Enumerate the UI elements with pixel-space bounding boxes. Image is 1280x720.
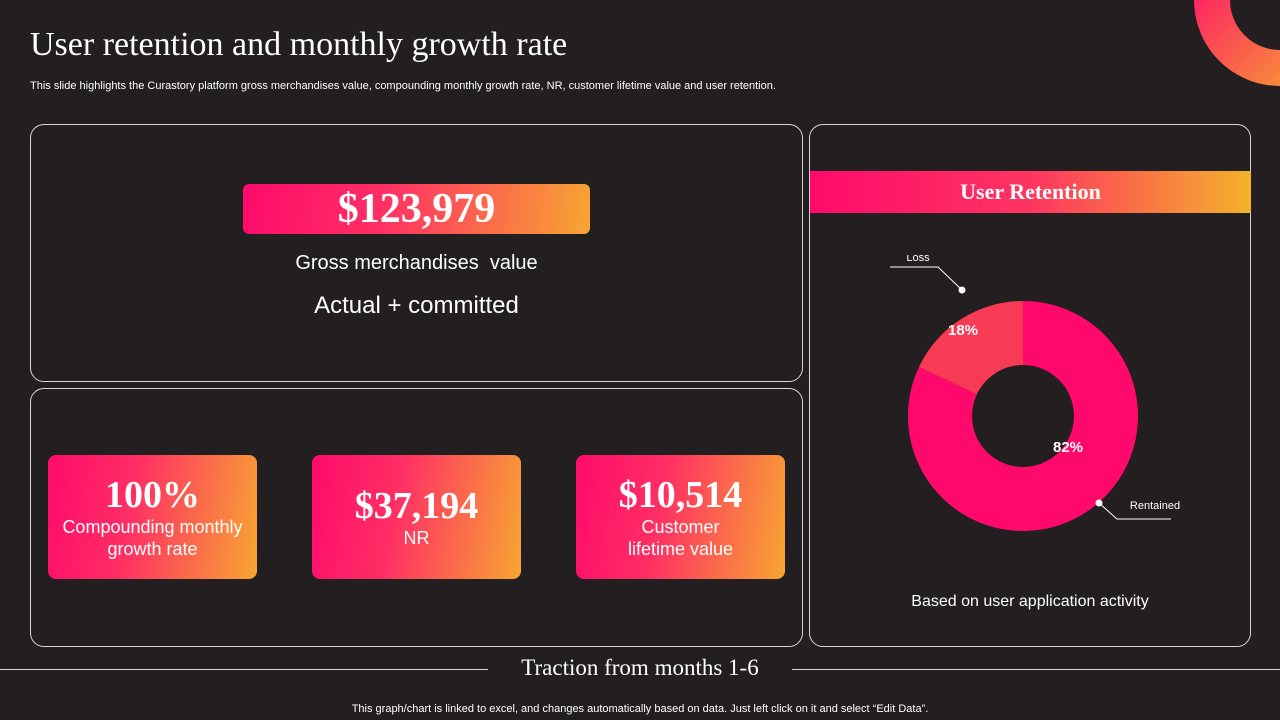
metric-value: $37,194 <box>354 485 479 527</box>
metric-value: 100% <box>105 474 200 516</box>
metric-label: Customer <box>641 517 720 537</box>
donut-category-label: Loss <box>906 255 930 264</box>
decorative-corner-arc <box>1194 0 1280 86</box>
gmv-label: Gross merchandises value <box>295 252 538 274</box>
metrics-panel: 100% Compounding monthly growth rate $37… <box>30 388 803 647</box>
leader-line <box>890 266 963 291</box>
donut-data-label: 18% <box>948 322 978 339</box>
gmv-value-banner: $123,979 <box>243 184 590 234</box>
page-title: User retention and monthly growth rate <box>30 26 568 63</box>
leader-dot <box>958 286 966 294</box>
retention-panel: User Retention 18% 82% Loss Rentained Based… <box>809 124 1251 647</box>
leader-dot <box>1095 499 1103 507</box>
retention-donut-chart: 18% 82% Loss Rentained <box>890 255 1180 531</box>
metric-value: $10,514 <box>618 474 743 516</box>
donut-category-label: Rentained <box>1130 500 1180 512</box>
donut-slice-loss[interactable] <box>918 301 1023 395</box>
page-subtitle: This slide highlights the Curastory plat… <box>30 80 776 92</box>
donut-data-label: 82% <box>1053 439 1083 456</box>
metric-label: growth rate <box>107 539 198 559</box>
traction-title: Traction from months 1-6 <box>521 655 759 680</box>
metric-label: lifetime value <box>627 539 734 559</box>
metric-card-nr: $37,194 NR <box>312 455 521 579</box>
gmv-value: $123,979 <box>337 186 496 232</box>
leader-line <box>1098 502 1171 520</box>
divider-line <box>0 669 488 670</box>
metric-card-growth-rate: 100% Compounding monthly growth rate <box>48 455 257 579</box>
metric-label: NR <box>403 528 430 548</box>
divider-line <box>792 669 1280 670</box>
retention-title: User Retention <box>960 179 1101 204</box>
donut-slice-rentained[interactable] <box>908 301 1138 531</box>
gmv-note: Actual + committed <box>314 292 519 319</box>
retention-note: Based on user application activity <box>911 593 1149 610</box>
retention-header: User Retention <box>810 171 1251 213</box>
metric-card-lifetime-value: $10,514 Customer lifetime value <box>576 455 785 579</box>
footer-note: This graph/chart is linked to excel, and… <box>351 703 929 715</box>
gmv-panel: $123,979 Gross merchandises value Actual… <box>30 124 803 382</box>
metric-label: Compounding monthly <box>62 517 243 537</box>
